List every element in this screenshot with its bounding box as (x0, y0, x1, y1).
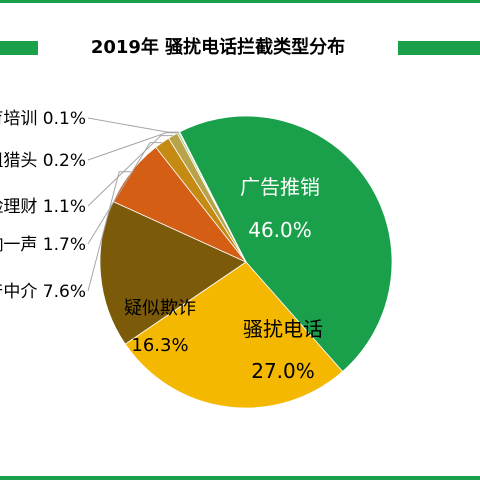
leader-line (87, 142, 162, 245)
slice-category-label: 骚扰电话 (243, 317, 323, 341)
leader-line (87, 135, 173, 207)
title-accent-bar-right (398, 41, 480, 55)
slice-category-label: 疑似欺诈 (124, 298, 196, 319)
slice-category-label: 广告推销 (240, 175, 320, 199)
chart-title: 2019年 骚扰电话拦截类型分布 (90, 37, 346, 58)
slice-outer-label: 房产中介 7.6% (0, 282, 86, 302)
title-accent-bar-left (0, 41, 38, 55)
bottom-accent-line (0, 476, 480, 480)
slice-outer-label: 保险理财 1.1% (0, 197, 86, 217)
top-accent-line (0, 0, 480, 3)
leader-line (87, 117, 180, 133)
slice-value-label: 46.0% (248, 218, 312, 242)
pie-slice (124, 261, 344, 409)
slice-outer-label: 教育培训 0.1% (0, 109, 86, 129)
slice-outer-label: 响一声 1.7% (0, 235, 86, 255)
leader-line (87, 171, 132, 292)
leader-line (87, 132, 179, 161)
slice-value-label: 27.0% (251, 359, 315, 383)
slice-value-label: 16.3% (131, 335, 188, 356)
pie-slice (179, 115, 393, 373)
slice-outer-label: 出租猎头 0.2% (0, 151, 86, 171)
